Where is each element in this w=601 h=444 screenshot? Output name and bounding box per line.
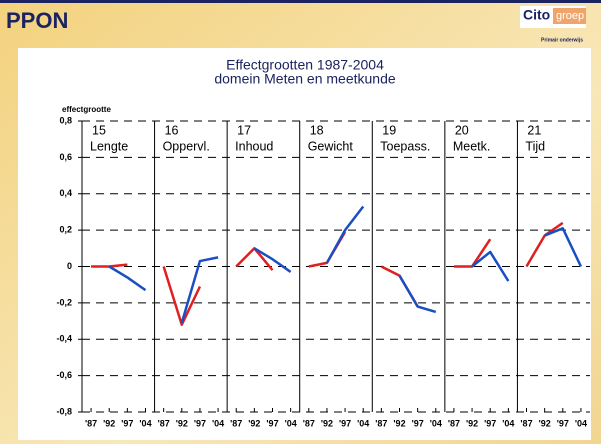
x-tick-label: '97 (557, 418, 569, 428)
x-tick-label: '04 (139, 418, 151, 428)
panel-name: Lengte (90, 139, 128, 153)
x-tick-label: '92 (466, 418, 478, 428)
panel-name: Gewicht (308, 139, 354, 153)
y-tick-label: 0,2 (59, 225, 72, 235)
slide-title: PPON (6, 8, 68, 33)
series-line (471, 250, 510, 282)
series-line (253, 247, 292, 273)
series-line (180, 256, 219, 324)
x-tick-label: '04 (285, 418, 297, 428)
panel-number: 20 (455, 123, 469, 137)
y-tick-label: -0,6 (56, 370, 72, 380)
y-tick-label: 0,6 (59, 152, 72, 162)
x-tick-label: '87 (375, 418, 387, 428)
x-tick-label: '04 (575, 418, 587, 428)
x-tick-label: '97 (484, 418, 496, 428)
x-tick-label: '87 (158, 418, 170, 428)
y-tick-label: -0,2 (56, 297, 72, 307)
y-tick-label: 0 (67, 261, 72, 271)
y-tick-label: -0,4 (56, 334, 72, 344)
x-tick-label: '92 (103, 418, 115, 428)
x-tick-label: '97 (121, 418, 133, 428)
panel-number: 19 (382, 123, 396, 137)
x-tick-label: '87 (303, 418, 315, 428)
chart-title: Effectgrootten 1987-2004 (226, 57, 384, 73)
series-line (398, 274, 437, 314)
series-line (108, 265, 147, 292)
x-tick-label: '87 (520, 418, 532, 428)
panel-number: 16 (165, 123, 179, 137)
x-tick-label: '04 (430, 418, 442, 428)
y-axis-label: effectgrootte (62, 105, 111, 114)
series-line (453, 238, 492, 268)
x-tick-label: '04 (502, 418, 514, 428)
logo-accent (553, 8, 586, 24)
panel-name: Toepass. (380, 139, 430, 153)
panel-number: 18 (310, 123, 324, 137)
x-tick-label: '97 (339, 418, 351, 428)
y-tick-label: 0,8 (59, 115, 72, 125)
series-line (544, 227, 583, 268)
series-line (325, 205, 365, 264)
x-tick-label: '92 (176, 418, 188, 428)
x-tick-label: '97 (412, 418, 424, 428)
logo-suffix: groep (556, 10, 584, 22)
x-tick-label: '04 (212, 418, 224, 428)
x-tick-label: '92 (393, 418, 405, 428)
x-tick-label: '04 (357, 418, 369, 428)
series-line (91, 263, 128, 268)
panel-name: Meetk. (453, 139, 491, 153)
logo: Cito (523, 7, 550, 23)
x-tick-label: '92 (539, 418, 551, 428)
panel-name: Inhoud (235, 139, 273, 153)
panel-number: 21 (527, 123, 541, 137)
series-line (162, 266, 202, 326)
panel-number: 15 (92, 123, 106, 137)
x-tick-label: '92 (321, 418, 333, 428)
x-tick-label: '92 (248, 418, 260, 428)
x-tick-label: '87 (448, 418, 460, 428)
top-border (0, 0, 601, 3)
logo-tagline: Primair onderwijs (541, 37, 583, 43)
x-tick-label: '97 (194, 418, 206, 428)
chart-subtitle: domein Meten en meetkunde (214, 71, 396, 87)
y-tick-label: -0,8 (56, 406, 72, 416)
x-tick-label: '87 (85, 418, 97, 428)
x-tick-label: '87 (230, 418, 242, 428)
panel-name: Oppervl. (163, 139, 210, 153)
panel-name: Tijd (525, 139, 545, 153)
y-tick-label: 0,4 (59, 188, 72, 198)
x-tick-label: '97 (266, 418, 278, 428)
plot-area (18, 48, 591, 440)
panel-number: 17 (237, 123, 251, 137)
